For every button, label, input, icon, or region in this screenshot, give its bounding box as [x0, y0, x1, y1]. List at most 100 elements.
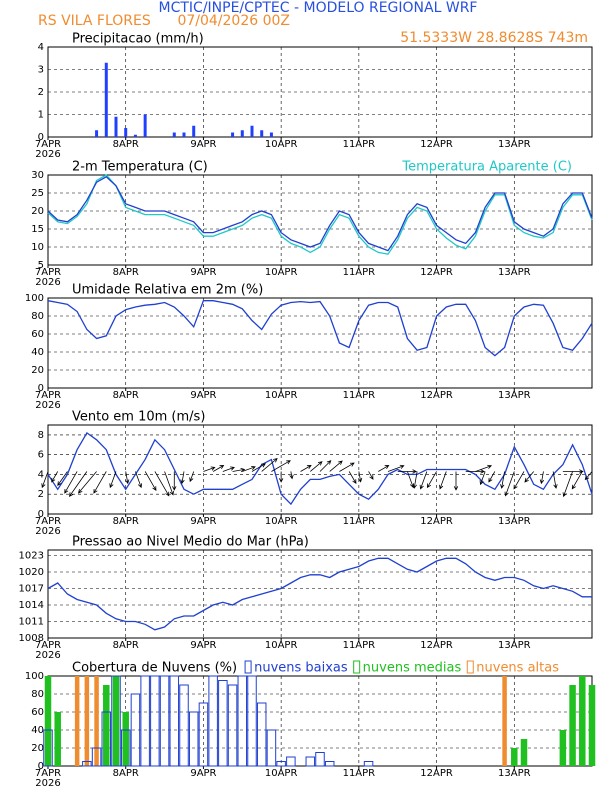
- wind-arrow: [278, 471, 284, 483]
- bar: [54, 712, 61, 766]
- wind-arrow: [348, 471, 357, 485]
- header-location: 51.5333W 28.8628S 743m: [400, 30, 588, 46]
- x-tick-label: 9APR: [190, 768, 216, 779]
- wind-arrow: [453, 471, 459, 491]
- wind-arrow: [552, 471, 558, 489]
- bar: [305, 756, 316, 767]
- bar: [269, 132, 273, 137]
- wind-arrow: [571, 471, 583, 490]
- y-tick-label: 2: [38, 489, 44, 500]
- bar: [192, 125, 196, 137]
- wind-arrow: [439, 471, 447, 490]
- panel-frame: [47, 549, 593, 639]
- wind-arrow: [479, 471, 486, 486]
- bar: [182, 132, 186, 137]
- y-tick-label: 3: [38, 65, 44, 76]
- y-tick-label: 1014: [19, 600, 44, 611]
- x-tick-label: 9APR: [190, 640, 216, 651]
- series-line: [47, 300, 593, 357]
- bar: [588, 685, 596, 766]
- y-tick-label: 4: [38, 469, 44, 480]
- y-tick-label: 0: [38, 132, 44, 143]
- y-tick-label: 0: [38, 761, 44, 772]
- bar: [231, 132, 235, 137]
- y-tick-label: 100: [25, 293, 44, 304]
- wind-arrow: [310, 461, 323, 472]
- wind-arrow: [78, 471, 97, 494]
- wind-arrow: [51, 471, 59, 483]
- x-tick-label: 13APR: [498, 390, 531, 401]
- wind-arrow: [242, 465, 256, 472]
- wind-arrow: [135, 471, 143, 489]
- wind-arrow: [524, 471, 535, 483]
- x-tick-label: 7APR: [35, 139, 61, 150]
- bar: [179, 684, 189, 767]
- wind-arrow: [488, 471, 496, 483]
- bar: [363, 761, 374, 767]
- wind-arrow: [329, 460, 343, 472]
- wind-arrow: [368, 471, 374, 480]
- y-tick-label: 20: [31, 743, 44, 754]
- wind-arrow: [125, 471, 130, 485]
- bar: [172, 132, 176, 137]
- wind-arrow: [289, 471, 294, 480]
- x-tick-label: 13APR: [498, 640, 531, 651]
- wind-arrow: [319, 460, 332, 472]
- bar: [133, 134, 137, 137]
- bar: [169, 675, 180, 767]
- x-year-label: 2026: [35, 400, 60, 411]
- x-tick-label: 10APR: [265, 516, 298, 527]
- bar: [82, 761, 92, 767]
- y-tick-label: 80: [31, 311, 44, 322]
- bar: [101, 711, 112, 767]
- y-tick-label: 4: [38, 42, 44, 53]
- panel-title: 2-m Temperatura (C): [72, 160, 208, 175]
- bar: [237, 675, 248, 767]
- wind-arrow: [64, 471, 78, 494]
- y-tick-label: 1011: [19, 617, 44, 628]
- x-tick-label: 8APR: [113, 640, 139, 651]
- x-tick-label: 13APR: [498, 768, 531, 779]
- bar: [260, 130, 264, 137]
- panel-title: Vento em 10m (m/s): [72, 410, 205, 425]
- y-tick-label: 6: [38, 450, 44, 461]
- bar: [84, 676, 90, 766]
- y-tick-label: 1: [38, 110, 44, 121]
- x-tick-label: 7APR: [35, 640, 61, 651]
- x-tick-label: 11APR: [343, 516, 376, 527]
- bar: [579, 676, 586, 766]
- y-tick-label: 1023: [19, 551, 44, 562]
- bar: [520, 739, 528, 766]
- wind-arrow: [539, 471, 545, 485]
- x-tick-label: 10APR: [265, 640, 298, 651]
- wind-arrow: [93, 471, 107, 494]
- x-tick-label: 10APR: [265, 768, 298, 779]
- panel-frame: [47, 174, 593, 266]
- y-tick-label: 40: [31, 347, 44, 358]
- x-year-label: 2026: [35, 778, 60, 789]
- x-tick-label: 7APR: [35, 516, 61, 527]
- wind-arrow: [419, 471, 428, 490]
- bar: [502, 676, 507, 766]
- wind-arrow: [357, 471, 363, 483]
- panel-title: Cobertura de Nuvens (%): [72, 661, 237, 676]
- series-line: [47, 176, 593, 252]
- y-tick-label: 0: [38, 509, 44, 520]
- bar: [188, 711, 199, 767]
- y-tick-label: 10: [31, 242, 44, 253]
- x-tick-label: 11APR: [343, 139, 376, 150]
- y-tick-label: 20: [31, 365, 44, 376]
- wind-arrow: [271, 460, 291, 472]
- y-tick-label: 60: [31, 707, 44, 718]
- wind-arrow: [513, 471, 525, 490]
- y-tick-label: 8: [38, 430, 44, 441]
- bar: [569, 685, 576, 766]
- y-tick-label: 20: [31, 206, 44, 217]
- x-tick-label: 12APR: [420, 390, 453, 401]
- wind-arrow: [300, 465, 312, 472]
- wind-arrow: [378, 465, 390, 472]
- bar: [559, 730, 567, 766]
- legend-label: nuvens medias: [363, 661, 462, 676]
- legend-swatch: [353, 660, 361, 674]
